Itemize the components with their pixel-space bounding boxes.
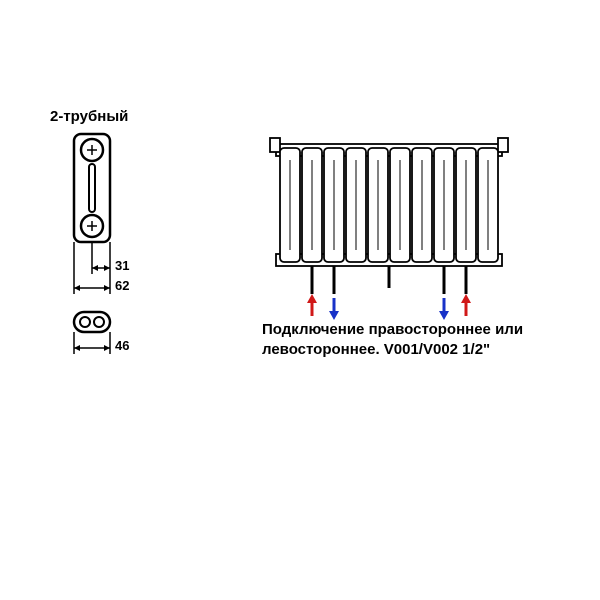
- dim-46: 46: [115, 338, 129, 353]
- connection-caption: Подключение правостороннее или левосторо…: [262, 320, 542, 361]
- dim-62: 62: [115, 278, 129, 293]
- dim-31: 31: [115, 258, 129, 273]
- diagram-canvas: [0, 0, 600, 600]
